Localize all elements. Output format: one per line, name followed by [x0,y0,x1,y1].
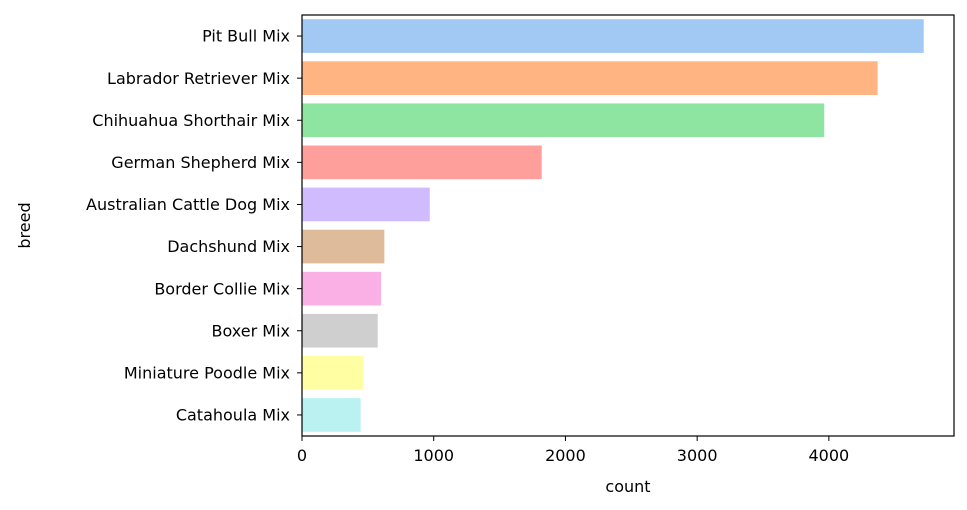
y-tick-label: Miniature Poodle Mix [124,363,290,382]
bar-catahoula-mix [302,398,361,432]
x-tick-label: 3000 [677,446,718,465]
y-axis-ticks: Pit Bull Mix Labrador Retriever Mix Chihua… [86,27,302,425]
plot-frame [301,14,955,437]
bar-german-shepherd-mix [302,145,542,180]
y-tick-label: Border Collie Mix [154,279,290,298]
x-tick-label: 2000 [545,446,586,465]
y-tick-label: German Shepherd Mix [111,153,290,172]
x-axis-ticks: 0 1000 2000 3000 4000 [297,436,849,465]
bar-pit-bull-mix [302,19,924,53]
x-tick-label: 4000 [809,446,850,465]
y-tick-label: Chihuahua Shorthair Mix [92,111,290,130]
y-tick-label: Australian Cattle Dog Mix [86,195,290,214]
x-tick-label: 1000 [413,446,454,465]
x-axis-label: count [605,477,650,496]
bar-labrador-retriever-mix [302,61,878,95]
x-tick-label: 0 [297,446,307,465]
y-tick-label: Boxer Mix [212,321,290,340]
bar-chihuahua-shorthair-mix [302,103,825,138]
bar-dachshund-mix [302,229,385,264]
bar-miniature-poodle-mix [302,356,364,390]
bar-australian-cattle-dog-mix [302,187,430,222]
bars-group [302,19,924,432]
bar-border-collie-mix [302,271,382,306]
y-tick-label: Labrador Retriever Mix [107,69,290,88]
bar-boxer-mix [302,313,378,348]
y-tick-label: Dachshund Mix [167,237,290,256]
y-axis-label: breed [15,202,34,248]
y-tick-label: Pit Bull Mix [202,27,290,46]
y-tick-label: Catahoula Mix [176,406,290,425]
